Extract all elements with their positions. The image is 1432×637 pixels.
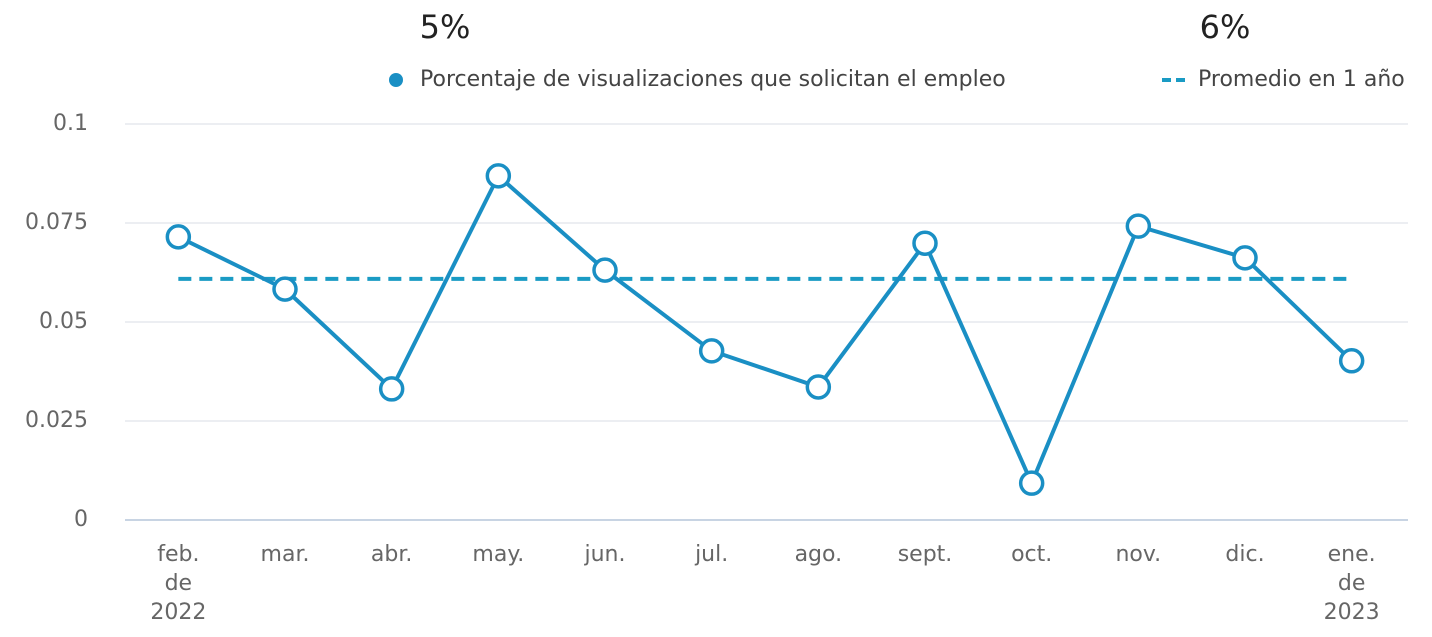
point-marker <box>165 224 192 250</box>
x-tick-label: feb. de 2022 <box>150 542 207 625</box>
x-tick-label: jul. <box>695 542 729 567</box>
point-marker <box>485 163 512 189</box>
y-tick-label: 0.075 <box>25 210 88 235</box>
point-marker <box>1232 245 1258 271</box>
point-marker <box>698 338 725 364</box>
point-marker <box>1018 470 1045 496</box>
point-marker <box>272 276 298 302</box>
legend-marker <box>389 73 403 87</box>
y-tick-label: 0 <box>74 507 88 532</box>
legend-label: Porcentaje de visualizaciones que solici… <box>420 67 1006 92</box>
point-marker <box>805 374 832 400</box>
x-tick-label: mar. <box>260 542 310 567</box>
point-marker <box>378 376 405 402</box>
point-marker <box>1338 348 1365 374</box>
summary-value: 6% <box>1200 8 1251 46</box>
x-tick-label: may. <box>472 542 525 567</box>
point-marker <box>592 257 618 283</box>
x-tick-label: jun. <box>584 542 626 567</box>
x-tick-label: ago. <box>794 542 843 567</box>
y-tick-label: 0.1 <box>53 111 88 136</box>
x-tick-label: nov. <box>1115 542 1162 567</box>
series-line <box>177 173 1354 486</box>
y-tick-label: 0.025 <box>25 408 88 433</box>
legend-label: Promedio en 1 año <box>1198 67 1405 92</box>
x-tick-label: abr. <box>370 542 413 567</box>
x-tick-label: sept. <box>897 542 953 567</box>
x-tick-label: oct. <box>1011 542 1053 567</box>
point-marker <box>912 230 938 256</box>
summary-value: 5% <box>420 8 471 46</box>
x-tick-label: ene. de 2023 <box>1323 542 1380 625</box>
y-tick-label: 0.05 <box>39 309 88 334</box>
point-marker <box>1125 213 1152 239</box>
x-tick-label: dic. <box>1225 542 1265 567</box>
